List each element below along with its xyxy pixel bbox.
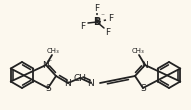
Text: CH: CH [74, 73, 87, 82]
Text: N: N [88, 79, 94, 87]
Text: S: S [140, 83, 146, 93]
Text: B: B [93, 17, 101, 27]
Text: +: + [46, 58, 52, 62]
Text: ⁻: ⁻ [100, 12, 104, 20]
Text: CH₃: CH₃ [47, 48, 59, 54]
Text: N: N [65, 79, 71, 87]
Text: F: F [94, 4, 100, 13]
Text: CH₃: CH₃ [132, 48, 144, 54]
Text: F: F [80, 21, 86, 30]
Text: F: F [108, 14, 114, 23]
Text: N: N [142, 61, 148, 70]
Text: F: F [105, 28, 111, 37]
Text: S: S [45, 83, 51, 93]
Text: N: N [43, 61, 49, 70]
